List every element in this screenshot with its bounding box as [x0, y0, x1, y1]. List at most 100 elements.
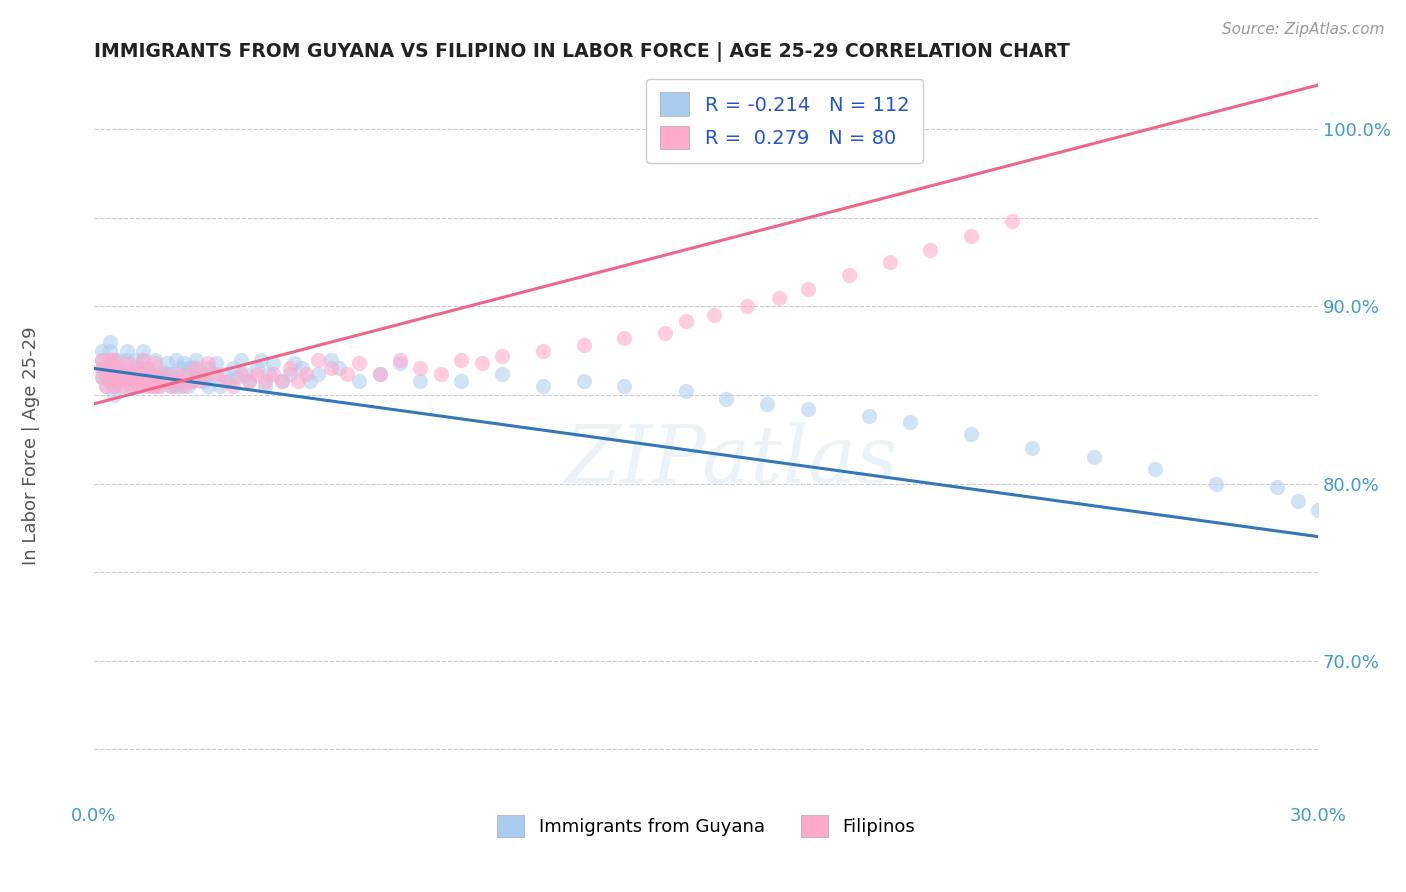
- Point: [572, 374, 595, 388]
- Point: [270, 374, 292, 388]
- Point: [103, 379, 125, 393]
- Point: [128, 379, 150, 393]
- Point: [278, 361, 301, 376]
- Point: [169, 361, 191, 376]
- Point: [307, 352, 329, 367]
- Point: [115, 352, 138, 367]
- Point: [128, 367, 150, 381]
- Point: [107, 374, 129, 388]
- Point: [136, 361, 159, 376]
- Point: [319, 361, 342, 376]
- Point: [169, 374, 191, 388]
- Point: [156, 356, 179, 370]
- Point: [879, 255, 901, 269]
- Point: [184, 361, 207, 376]
- Point: [768, 291, 790, 305]
- Point: [756, 397, 779, 411]
- Point: [96, 361, 118, 376]
- Point: [797, 282, 820, 296]
- Point: [270, 374, 292, 388]
- Point: [96, 379, 118, 393]
- Point: [246, 367, 269, 381]
- Point: [148, 379, 170, 393]
- Point: [920, 243, 942, 257]
- Point: [120, 367, 142, 381]
- Point: [960, 228, 983, 243]
- Point: [152, 367, 174, 381]
- Point: [221, 361, 243, 376]
- Point: [143, 370, 166, 384]
- Point: [471, 356, 494, 370]
- Point: [214, 367, 236, 381]
- Point: [124, 370, 146, 384]
- Point: [209, 379, 232, 393]
- Point: [98, 374, 121, 388]
- Point: [184, 370, 207, 384]
- Point: [218, 374, 240, 388]
- Point: [254, 374, 277, 388]
- Point: [96, 379, 118, 393]
- Point: [238, 374, 260, 388]
- Point: [91, 370, 114, 384]
- Point: [115, 343, 138, 358]
- Point: [139, 374, 162, 388]
- Point: [531, 343, 554, 358]
- Point: [229, 367, 252, 381]
- Point: [229, 352, 252, 367]
- Point: [278, 367, 301, 381]
- Point: [139, 379, 162, 393]
- Point: [205, 367, 228, 381]
- Point: [128, 370, 150, 384]
- Point: [156, 367, 179, 381]
- Point: [1143, 462, 1166, 476]
- Point: [124, 359, 146, 374]
- Point: [103, 370, 125, 384]
- Point: [148, 367, 170, 381]
- Point: [250, 352, 273, 367]
- Point: [450, 374, 472, 388]
- Point: [173, 356, 195, 370]
- Point: [180, 359, 202, 374]
- Point: [115, 361, 138, 376]
- Point: [188, 367, 211, 381]
- Point: [858, 409, 880, 424]
- Point: [124, 374, 146, 388]
- Point: [491, 367, 513, 381]
- Point: [91, 361, 114, 376]
- Point: [160, 379, 183, 393]
- Point: [139, 370, 162, 384]
- Point: [173, 379, 195, 393]
- Point: [184, 352, 207, 367]
- Point: [98, 352, 121, 367]
- Point: [291, 361, 314, 376]
- Point: [328, 361, 350, 376]
- Point: [1286, 494, 1309, 508]
- Point: [259, 367, 281, 381]
- Point: [201, 367, 224, 381]
- Point: [287, 374, 309, 388]
- Point: [152, 365, 174, 379]
- Point: [797, 402, 820, 417]
- Point: [177, 379, 200, 393]
- Point: [188, 374, 211, 388]
- Point: [96, 361, 118, 376]
- Point: [115, 370, 138, 384]
- Point: [132, 352, 155, 367]
- Point: [120, 379, 142, 393]
- Point: [221, 379, 243, 393]
- Point: [136, 370, 159, 384]
- Point: [98, 343, 121, 358]
- Point: [160, 379, 183, 393]
- Point: [111, 379, 134, 393]
- Point: [205, 356, 228, 370]
- Point: [246, 361, 269, 376]
- Point: [572, 338, 595, 352]
- Point: [120, 370, 142, 384]
- Point: [103, 367, 125, 381]
- Point: [115, 356, 138, 370]
- Point: [450, 352, 472, 367]
- Point: [107, 370, 129, 384]
- Point: [165, 379, 187, 393]
- Point: [735, 300, 758, 314]
- Point: [295, 367, 318, 381]
